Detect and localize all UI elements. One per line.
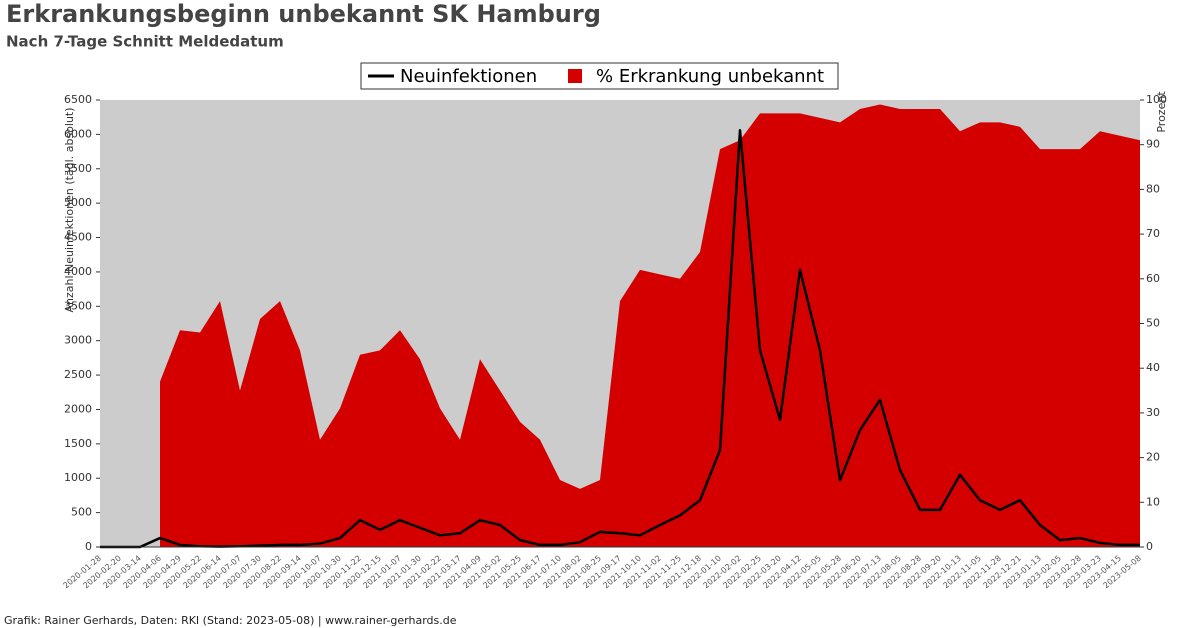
y-tick-label: 3000 — [64, 334, 92, 347]
legend-label: Neuinfektionen — [400, 66, 537, 87]
y2-tick-label: 90 — [1146, 138, 1160, 151]
y2-tick-label: 70 — [1146, 227, 1160, 240]
legend-label: % Erkrankung unbekannt — [596, 66, 824, 87]
y-tick-label: 5000 — [64, 196, 92, 209]
y-tick-label: 5500 — [64, 162, 92, 175]
y2-tick-label: 60 — [1146, 272, 1160, 285]
footer: Grafik: Rainer Gerhards, Daten: RKI (Sta… — [4, 614, 457, 627]
y-tick-label: 500 — [71, 506, 92, 519]
y-tick-label: 6500 — [64, 93, 92, 106]
area — [160, 104, 1140, 547]
y-tick-label: 2000 — [64, 402, 92, 415]
legend: Neuinfektionen % Erkrankung unbekannt — [360, 62, 839, 90]
y-tick-label: 1500 — [64, 437, 92, 450]
y-tick-label: 4500 — [64, 231, 92, 244]
y-tick-label: 2500 — [64, 368, 92, 381]
y2-axis-label: Prozent — [1155, 91, 1168, 133]
y2-tick-label: 20 — [1146, 451, 1160, 464]
y2-tick-label: 10 — [1146, 495, 1160, 508]
y-tick-label: 3500 — [64, 299, 92, 312]
y-tick-label: 4000 — [64, 265, 92, 278]
legend-swatch — [568, 69, 582, 83]
y-tick-label: 6000 — [64, 127, 92, 140]
y2-tick-label: 40 — [1146, 361, 1160, 374]
y-axis-label: Anzahl Neuinfektionen (tägl. absolut) — [63, 107, 76, 312]
y2-tick-label: 30 — [1146, 406, 1160, 419]
y-tick-label: 1000 — [64, 471, 92, 484]
legend-box — [360, 62, 839, 90]
y-tick-label: 0 — [85, 540, 92, 553]
y2-tick-label: 100 — [1146, 93, 1167, 106]
chart-subtitle: Nach 7-Tage Schnitt Meldedatum — [6, 33, 284, 51]
y2-tick-label: 0 — [1146, 540, 1153, 553]
y2-tick-label: 80 — [1146, 182, 1160, 195]
chart-title: Erkrankungsbeginn unbekannt SK Hamburg — [6, 0, 601, 28]
line — [100, 129, 1140, 549]
y2-tick-label: 50 — [1146, 317, 1160, 330]
